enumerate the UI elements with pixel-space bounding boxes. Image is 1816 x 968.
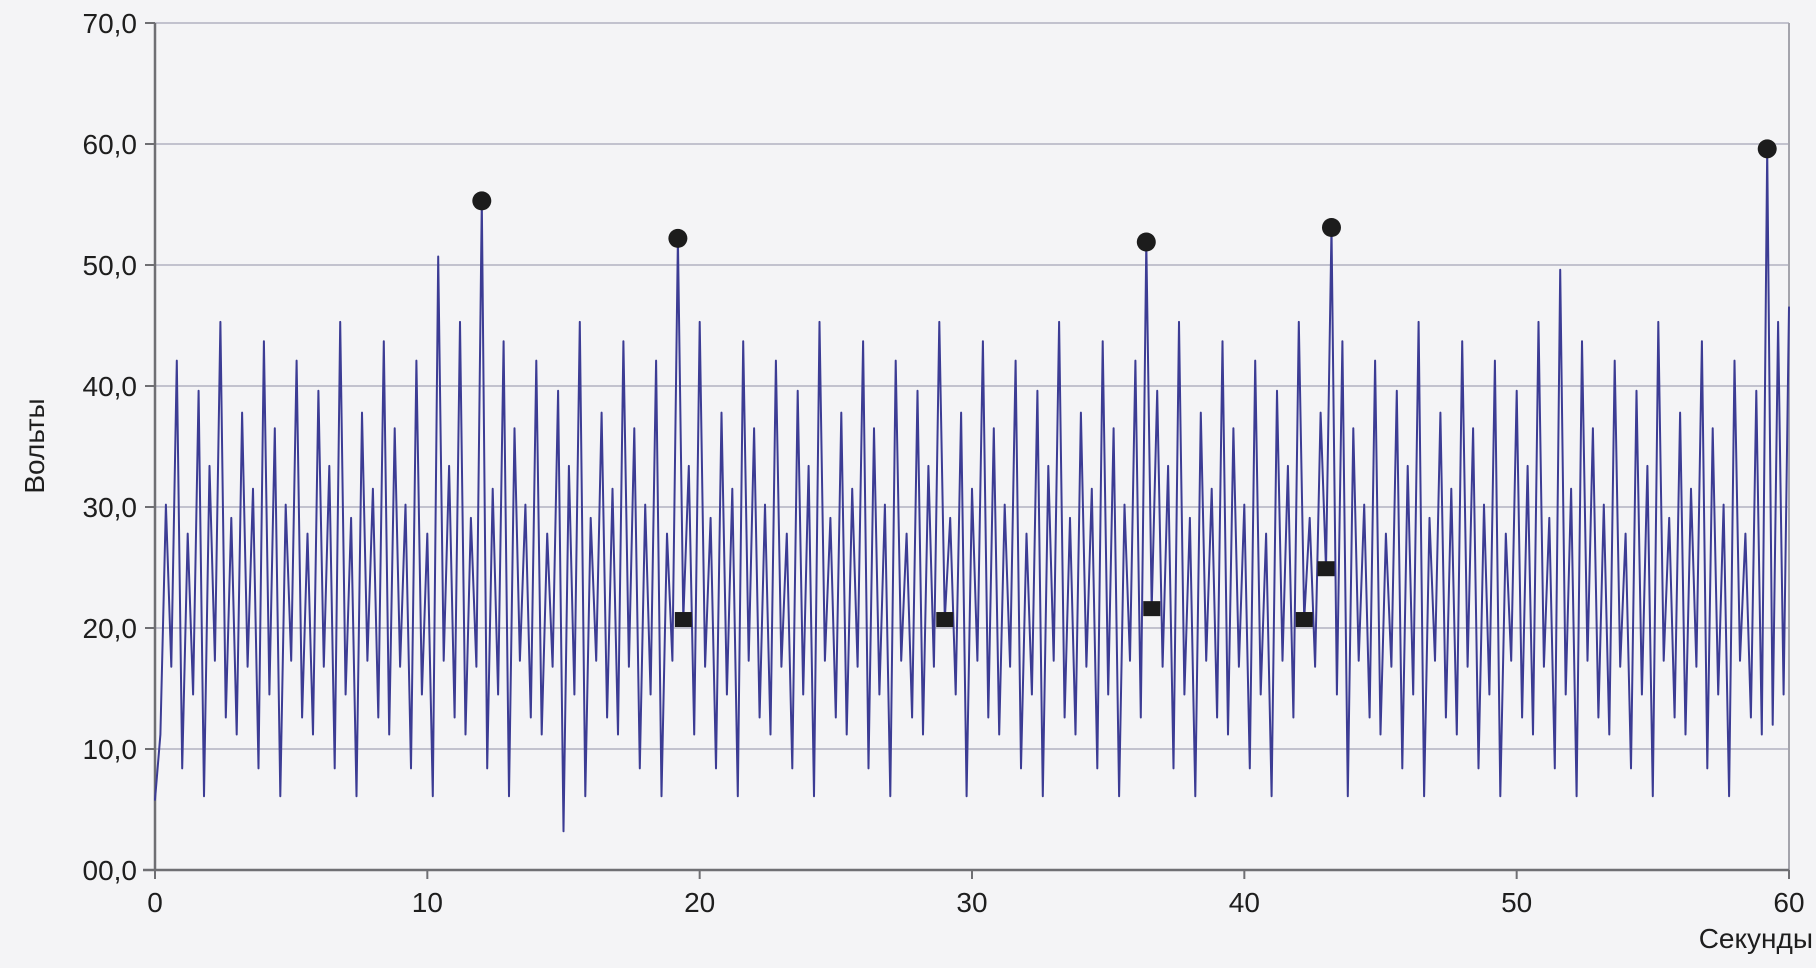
y-tick-label: 70,0	[83, 8, 138, 39]
x-tick-label: 60	[1773, 887, 1804, 918]
voltage-signal	[154, 147, 1790, 833]
peak-marker	[1136, 232, 1156, 252]
y-tick-label: 40,0	[83, 371, 138, 402]
peak-marker	[1321, 217, 1341, 237]
event-marker	[936, 612, 954, 628]
y-tick-label: 00,0	[83, 855, 138, 886]
event-marker	[674, 612, 692, 628]
y-tick-label: 50,0	[83, 250, 138, 281]
x-tick-label: 50	[1501, 887, 1532, 918]
signal-line	[154, 147, 1790, 833]
y-tick-label: 20,0	[83, 613, 138, 644]
peak-marker	[668, 228, 688, 248]
tick-labels: 70,0 60,0 50,0 40,0 30,0 20,0 10,0 00,0 0 10 20 30 4…	[83, 8, 1805, 918]
axes	[143, 22, 1790, 879]
x-tick-label: 40	[1229, 887, 1260, 918]
y-tick-label: 60,0	[83, 129, 138, 160]
event-marker	[1295, 612, 1313, 628]
y-axis-title: Вольты	[19, 398, 50, 493]
x-tick-label: 20	[684, 887, 715, 918]
x-tick-label: 0	[147, 887, 163, 918]
x-tick-label: 30	[956, 887, 987, 918]
peak-marker	[1757, 139, 1777, 159]
x-axis-title: Секунды	[1699, 923, 1813, 954]
y-tick-label: 10,0	[83, 734, 138, 765]
event-marker	[1317, 561, 1335, 577]
peak-marker	[472, 191, 492, 211]
x-tick-label: 10	[412, 887, 443, 918]
markers	[472, 139, 1777, 628]
event-marker	[1143, 601, 1161, 617]
y-tick-label: 30,0	[83, 492, 138, 523]
